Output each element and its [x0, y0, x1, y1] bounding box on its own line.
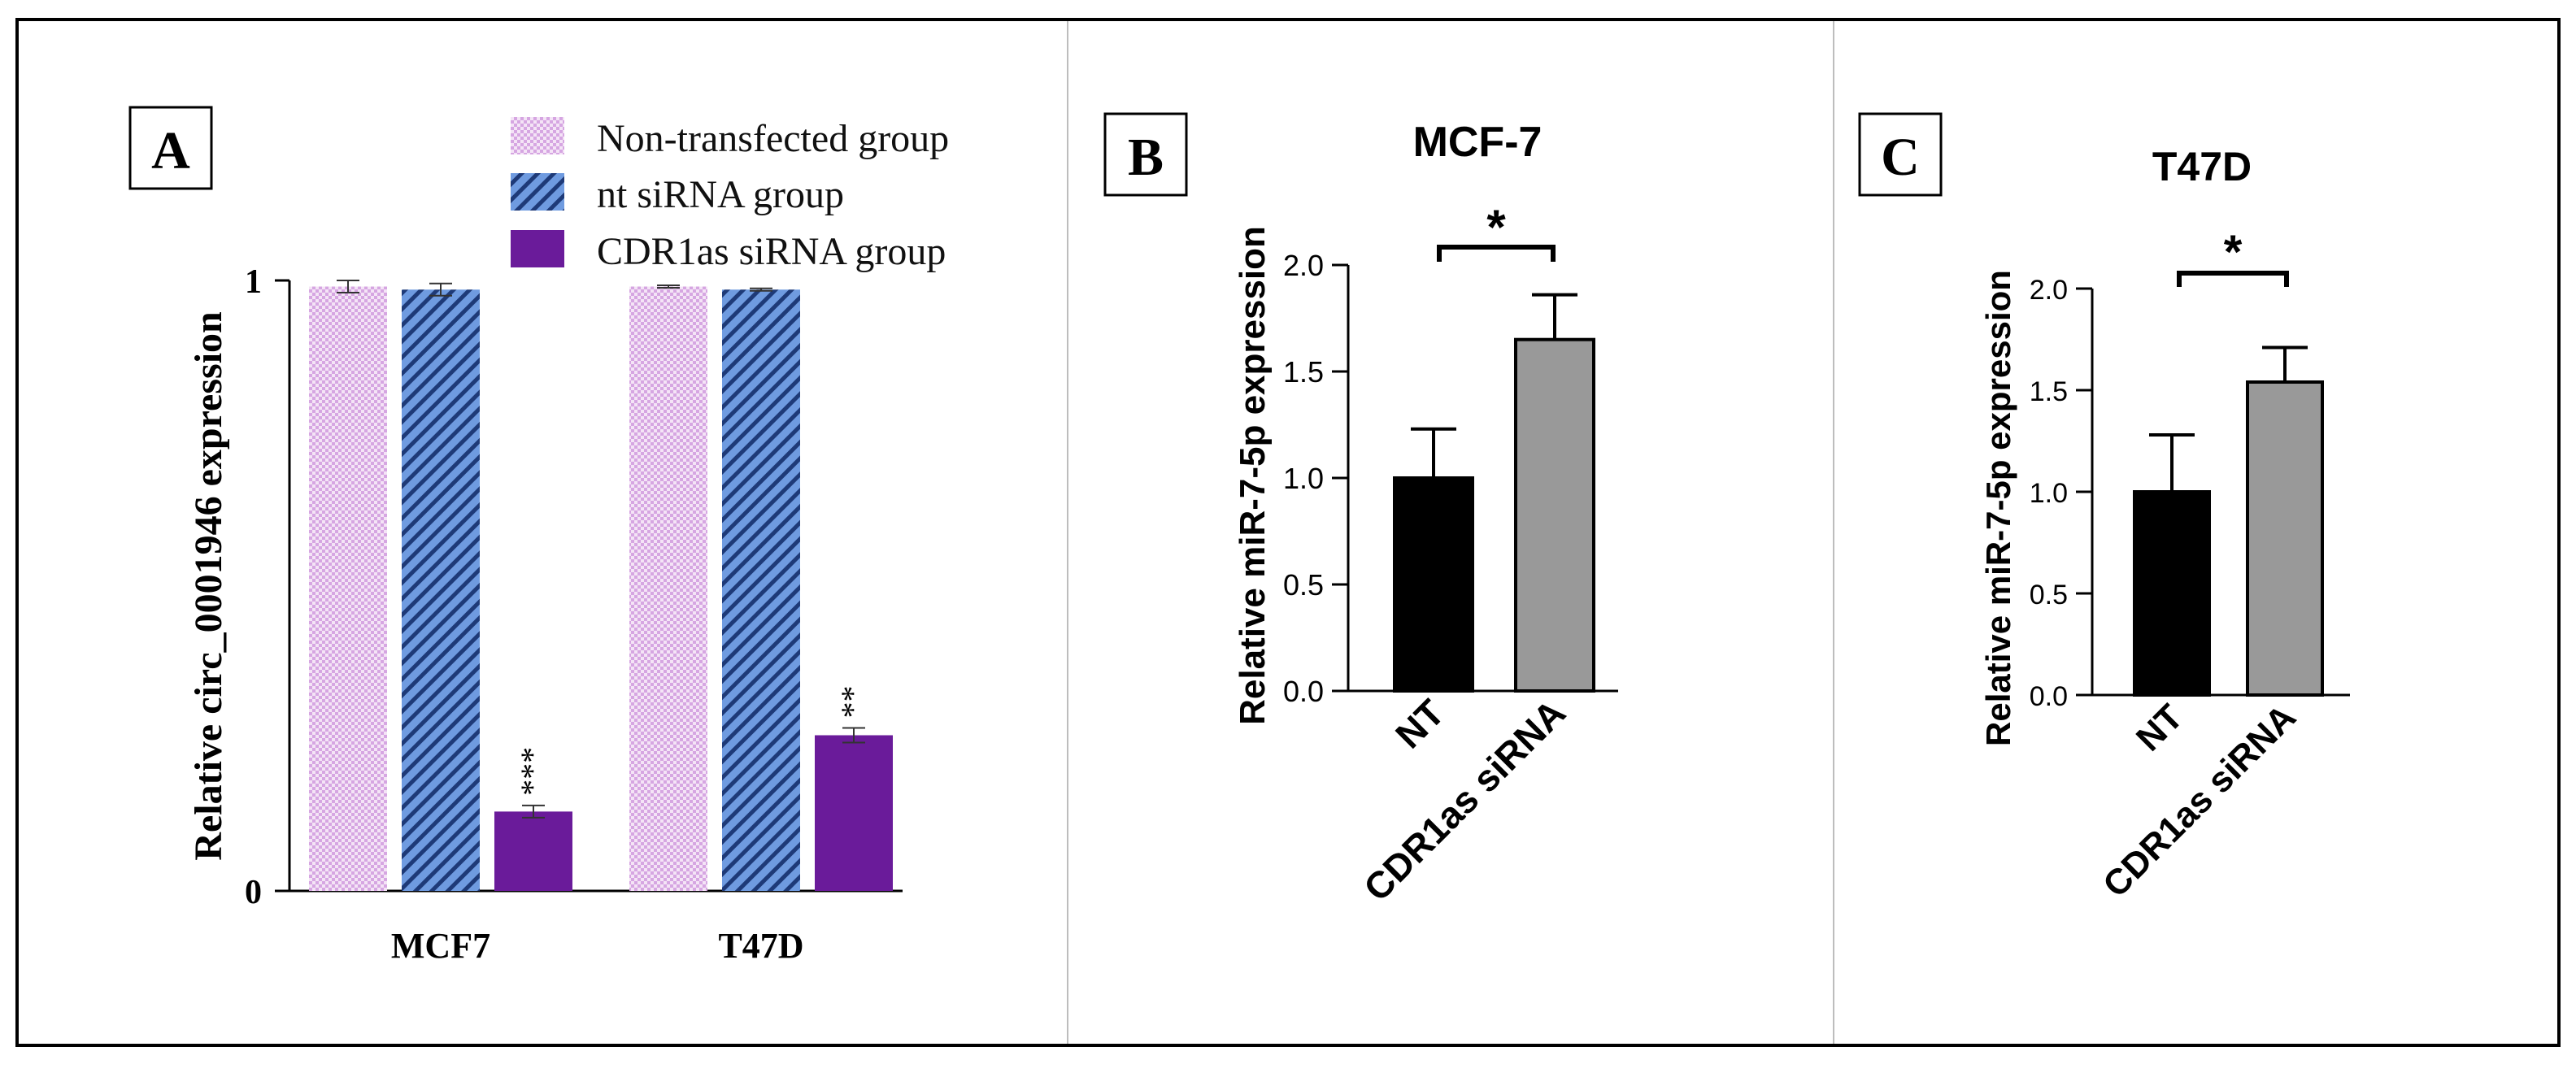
panel-a-y-axis-label: Relative circ_0001946 expression: [187, 311, 230, 860]
panel-b-label-box: [1103, 112, 1188, 197]
panel-b-y-axis-label: Relative miR-7-5p expression: [1233, 226, 1273, 725]
bar-cdr1as-sirna-group-t47d: [815, 735, 893, 891]
error-bar-cdr1as-sirna-group-t47d: [842, 727, 865, 744]
error-bar-cdr1as-sirna: [2262, 345, 2308, 382]
bar-nt-sirna-group-t47d: [722, 289, 800, 891]
error-bar-non-transfected-group-mcf7: [337, 280, 359, 294]
panel-a-label: A: [151, 121, 190, 180]
error-bar-cdr1as-sirna: [1532, 293, 1577, 340]
error-bar-cdr1as-sirna-group-mcf7: [522, 804, 545, 819]
legend-label-cdr1as-sirna: CDR1as siRNA group: [597, 230, 946, 273]
y-tick-label: 1: [245, 263, 262, 301]
panel-c: C T47D Relative miR-7-5p expression 0.00…: [1858, 112, 2350, 905]
y-tick-label: 1.5: [2030, 376, 2068, 407]
y-tick-label: 1.0: [1283, 462, 1324, 495]
panel-c-significance-star: *: [2224, 226, 2243, 279]
x-tick-label-nt: NT: [1387, 691, 1452, 756]
bar-non-transfected-group-mcf7: [309, 286, 387, 891]
y-tick-label: 1.0: [2030, 478, 2068, 509]
y-tick-label: 2.0: [1283, 249, 1324, 282]
panel-c-label: C: [1881, 128, 1920, 187]
x-tick-label-nt: NT: [2129, 697, 2191, 758]
legend-item-nt-sirna: nt siRNA group: [511, 173, 844, 216]
error-bar-nt: [2149, 433, 2195, 492]
bar-nt: [1393, 476, 1474, 693]
figure-border: [15, 18, 2561, 1047]
y-tick-label: 0.5: [1283, 568, 1324, 602]
error-bar-non-transfected-group-t47d: [657, 285, 680, 289]
legend-swatch-cdr1as-sirna: [511, 230, 564, 267]
panel-c-significance: *: [2177, 226, 2289, 287]
panel-b-bars: [1393, 293, 1595, 693]
bar-cdr1as-sirna: [2246, 380, 2324, 697]
legend-label-non-transfected: Non-transfected group: [597, 117, 949, 160]
bar-nt: [2133, 490, 2211, 697]
y-tick-label: 0.5: [2030, 580, 2068, 610]
panel-c-significance-bracket: [2177, 271, 2289, 287]
panel-a-y-ticks: 01: [245, 263, 289, 911]
x-tick-label-mcf7: MCF7: [391, 926, 490, 966]
panel-c-bars: [2133, 345, 2324, 697]
bar-cdr1as-sirna-group-mcf7: [494, 811, 572, 891]
y-tick-label: 0.0: [1283, 675, 1324, 708]
y-tick-label: 1.5: [1283, 355, 1324, 389]
panel-c-y-ticks: 0.0 0.5 1.0 1.5 2.0: [2030, 275, 2092, 712]
panel-c-label-box: [1858, 112, 1943, 197]
legend-swatch-nt-sirna: [511, 173, 564, 211]
panel-b-title: MCF-7: [1413, 119, 1543, 166]
panel-b-significance-bracket: [1437, 245, 1556, 262]
panel-b-significance: *: [1437, 200, 1556, 262]
panel-a-legend: Non-transfected group nt siRNA group CDR…: [511, 117, 949, 273]
panel-c-y-axis-label: Relative miR-7-5p expression: [1979, 270, 2017, 746]
panel-a-bars: *****: [309, 280, 893, 891]
error-bar-nt: [1411, 427, 1456, 478]
y-tick-label: 0.0: [2030, 681, 2068, 712]
y-tick-label: 2.0: [2030, 275, 2068, 306]
legend-item-non-transfected: Non-transfected group: [511, 117, 949, 160]
x-tick-label-cdr1as-sirna: CDR1as siRNA: [2095, 697, 2304, 905]
panel-b-label: B: [1128, 128, 1164, 187]
bar-non-transfected-group-t47d: [629, 286, 707, 891]
panel-a-x-tick-labels: MCF7 T47D: [391, 926, 804, 966]
error-bar-nt-sirna-group-t47d: [750, 287, 772, 292]
significance-label-mcf7: ***: [514, 747, 550, 796]
bar-cdr1as-sirna: [1514, 337, 1595, 693]
legend-item-cdr1as-sirna: CDR1as siRNA group: [511, 230, 946, 273]
panel-a: A Non-transfected group nt siRNA group C…: [128, 106, 949, 966]
panel-b-y-ticks: 0.0 0.5 1.0 1.5 2.0: [1283, 249, 1348, 708]
x-tick-label-cdr1as-sirna: CDR1as siRNA: [1355, 691, 1573, 909]
error-bar-nt-sirna-group-mcf7: [429, 282, 452, 297]
panel-a-label-box: [128, 106, 213, 190]
panel-c-title: T47D: [2152, 144, 2252, 189]
significance-label-t47d: **: [834, 685, 871, 718]
legend-swatch-non-transfected: [511, 117, 564, 154]
bar-nt-sirna-group-mcf7: [402, 289, 480, 891]
panel-b: B MCF-7 Relative miR-7-5p expression 0.0…: [1103, 112, 1618, 909]
legend-label-nt-sirna: nt siRNA group: [597, 173, 844, 216]
x-tick-label-t47d: T47D: [718, 926, 803, 966]
panel-b-significance-star: *: [1486, 200, 1506, 254]
y-tick-label: 0: [245, 874, 262, 911]
